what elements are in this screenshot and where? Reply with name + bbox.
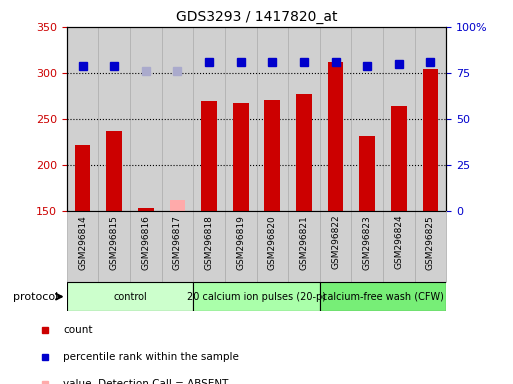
Bar bbox=[423, 69, 439, 211]
Text: percentile rank within the sample: percentile rank within the sample bbox=[63, 352, 239, 362]
Bar bbox=[225, 211, 256, 282]
Bar bbox=[391, 106, 407, 211]
Bar bbox=[320, 211, 351, 282]
Bar bbox=[320, 282, 446, 311]
Bar bbox=[162, 27, 193, 211]
Bar bbox=[225, 27, 256, 211]
Bar bbox=[193, 282, 320, 311]
Text: GSM296825: GSM296825 bbox=[426, 215, 435, 270]
Bar bbox=[320, 27, 351, 211]
Bar bbox=[193, 27, 225, 211]
Bar bbox=[296, 94, 312, 211]
Text: GSM296816: GSM296816 bbox=[141, 215, 150, 270]
Bar bbox=[130, 211, 162, 282]
Text: count: count bbox=[63, 325, 93, 335]
Bar bbox=[264, 100, 280, 211]
Bar bbox=[288, 211, 320, 282]
Text: 20 calcium ion pulses (20-p): 20 calcium ion pulses (20-p) bbox=[187, 291, 326, 302]
Text: calcium-free wash (CFW): calcium-free wash (CFW) bbox=[322, 291, 444, 302]
Bar bbox=[383, 211, 415, 282]
Bar bbox=[67, 282, 193, 311]
Bar bbox=[415, 211, 446, 282]
Bar bbox=[383, 27, 415, 211]
Text: protocol: protocol bbox=[13, 291, 62, 302]
Text: GSM296821: GSM296821 bbox=[300, 215, 308, 270]
Bar bbox=[67, 27, 98, 211]
Text: GSM296814: GSM296814 bbox=[78, 215, 87, 270]
Bar bbox=[233, 103, 249, 211]
Bar bbox=[98, 27, 130, 211]
Bar bbox=[351, 211, 383, 282]
Bar bbox=[359, 136, 375, 211]
Title: GDS3293 / 1417820_at: GDS3293 / 1417820_at bbox=[176, 10, 337, 25]
Bar bbox=[328, 62, 344, 211]
Bar bbox=[74, 145, 90, 211]
Bar bbox=[98, 211, 130, 282]
Bar bbox=[106, 131, 122, 211]
Text: GSM296824: GSM296824 bbox=[394, 215, 403, 270]
Text: control: control bbox=[113, 291, 147, 302]
Text: GSM296820: GSM296820 bbox=[268, 215, 277, 270]
Text: GSM296817: GSM296817 bbox=[173, 215, 182, 270]
Bar bbox=[130, 27, 162, 211]
Bar bbox=[288, 27, 320, 211]
Text: GSM296823: GSM296823 bbox=[363, 215, 372, 270]
Text: GSM296818: GSM296818 bbox=[205, 215, 213, 270]
Bar bbox=[415, 27, 446, 211]
Bar bbox=[162, 211, 193, 282]
Bar bbox=[256, 27, 288, 211]
Bar bbox=[67, 211, 98, 282]
Text: value, Detection Call = ABSENT: value, Detection Call = ABSENT bbox=[63, 379, 229, 384]
Bar bbox=[256, 211, 288, 282]
Text: GSM296822: GSM296822 bbox=[331, 215, 340, 270]
Bar bbox=[201, 101, 217, 211]
Text: GSM296819: GSM296819 bbox=[236, 215, 245, 270]
Bar bbox=[169, 200, 185, 211]
Bar bbox=[138, 209, 154, 211]
Bar bbox=[351, 27, 383, 211]
Bar bbox=[193, 211, 225, 282]
Text: GSM296815: GSM296815 bbox=[110, 215, 119, 270]
